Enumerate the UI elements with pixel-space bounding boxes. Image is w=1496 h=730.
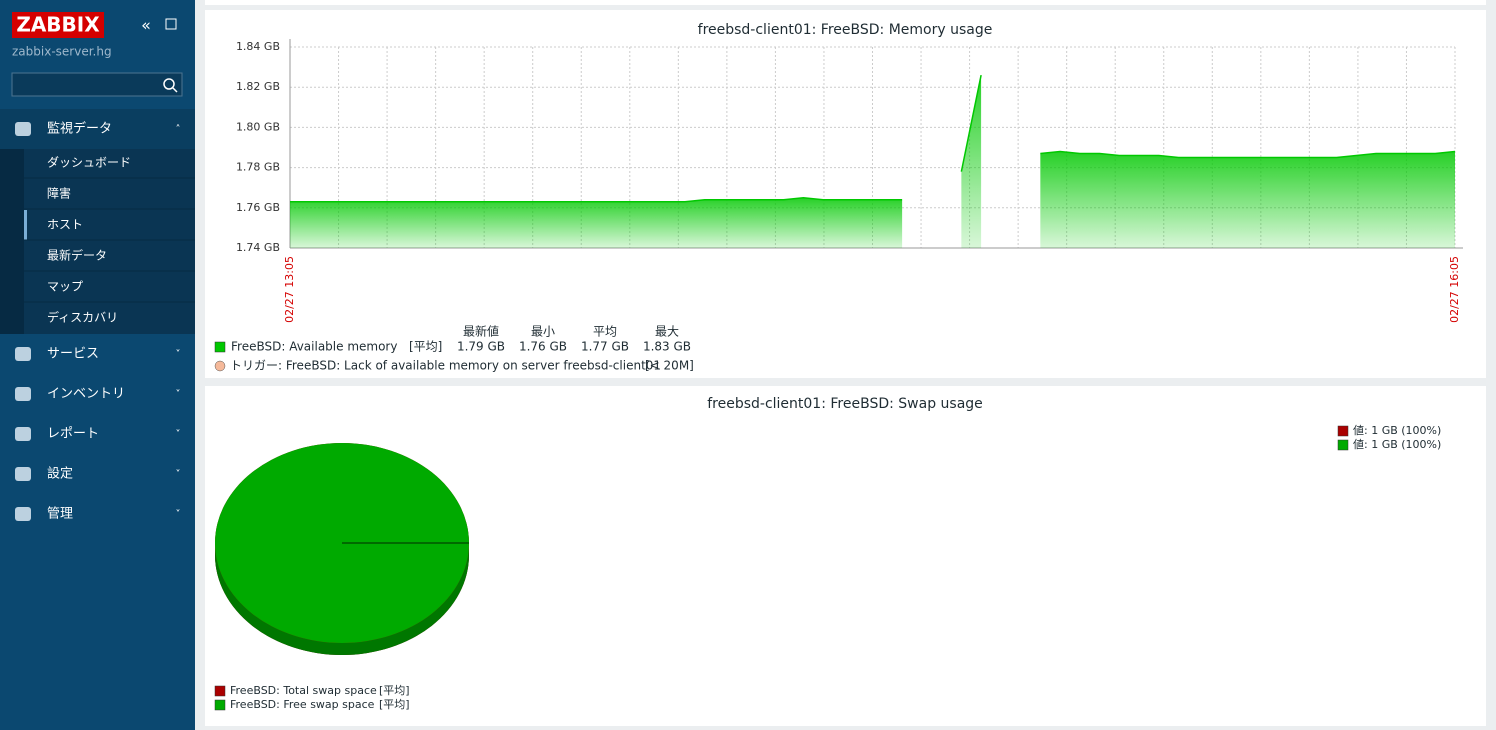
x-tick-label: 02/27 16:05 — [1448, 256, 1461, 323]
legend-swatch — [214, 699, 226, 711]
trigger-threshold: [< 20M] — [645, 359, 694, 373]
menu-item[interactable]: レポート — [47, 427, 99, 442]
search-icon — [172, 87, 178, 93]
area — [1040, 151, 1455, 248]
legend-func: [平均] — [409, 340, 442, 354]
menu-item[interactable]: 管理 — [47, 507, 73, 522]
y-tick-label: 1.84 GB — [236, 40, 280, 53]
menu-active-bg — [0, 109, 195, 149]
legend-name: FreeBSD: Available memory — [231, 340, 397, 354]
y-tick-label: 1.76 GB — [236, 201, 280, 214]
menu-icon — [15, 387, 31, 401]
search-icon — [163, 78, 175, 90]
y-tick-label: 1.74 GB — [236, 241, 280, 254]
y-tick-label: 1.78 GB — [236, 161, 280, 174]
area-line — [1040, 150, 1456, 159]
value-label: 値: 1 GB (100%) — [1353, 438, 1441, 451]
value-label: 値: 1 GB (100%) — [1353, 424, 1441, 437]
legend-stat: 1.79 GB — [457, 340, 505, 354]
sidebar: ZABBIX « zabbix-server.hg 監視データ ˄ ダッシュボード障害ホス… — [0, 0, 195, 730]
menu-icon — [15, 347, 31, 361]
submenu-item[interactable]: マップ — [47, 280, 83, 294]
submenu-item[interactable]: 最新データ — [47, 248, 107, 263]
menu-arrow: ˅ — [176, 428, 181, 440]
legend-stat: 1.76 GB — [519, 340, 567, 354]
menu-item[interactable]: インベントリ — [47, 387, 125, 402]
logo: ZABBIX — [16, 13, 100, 37]
stat-header: 最大 — [655, 325, 679, 339]
menu-item[interactable]: 設定 — [47, 466, 73, 482]
stat-header: 平均 — [593, 325, 617, 339]
submenu-bg — [0, 149, 195, 334]
menu-arrow: ˅ — [176, 348, 181, 360]
legend-swatch — [214, 685, 226, 697]
value-swatch — [1337, 439, 1349, 451]
search-box[interactable] — [11, 72, 183, 97]
legend-stat: 1.83 GB — [643, 340, 691, 354]
area — [290, 197, 903, 248]
menu-item[interactable]: 監視データ — [47, 121, 112, 137]
menu-arrow: ˄ — [176, 123, 181, 135]
legend-func: [平均] — [379, 684, 410, 697]
chart-title: freebsd-client01: FreeBSD: Swap usage — [707, 396, 983, 412]
collapse-icon[interactable]: « — [141, 16, 151, 35]
x-tick-label: 02/27 13:05 — [283, 256, 296, 323]
menu-icon — [15, 122, 31, 136]
logo-box — [12, 12, 104, 38]
active-marker — [24, 210, 27, 240]
legend-name: FreeBSD: Total swap space — [230, 684, 377, 697]
main: freebsd-client01: FreeBSD: Memory usage 1… — [205, 0, 1486, 726]
area-line — [960, 74, 982, 172]
menu-icon — [15, 507, 31, 521]
chart-title: freebsd-client01: FreeBSD: Memory usage — [698, 22, 993, 38]
submenu-item[interactable]: ホスト — [47, 218, 83, 232]
submenu-item[interactable]: ディスカバリ — [47, 310, 118, 325]
area — [961, 75, 982, 248]
y-tick-label: 1.82 GB — [236, 80, 280, 93]
trigger-swatch — [214, 360, 226, 372]
legend-swatch — [214, 341, 226, 353]
menu-arrow: ˅ — [176, 508, 181, 520]
stat-header: 最小 — [531, 325, 555, 339]
y-tick-label: 1.80 GB — [236, 120, 280, 133]
menu-icon — [15, 427, 31, 441]
server-name: zabbix-server.hg — [12, 45, 112, 59]
legend-name: FreeBSD: Free swap space — [230, 698, 375, 711]
menu-arrow: ˅ — [176, 388, 181, 400]
value-swatch — [1337, 425, 1349, 437]
stat-header: 最新値 — [463, 324, 499, 339]
legend-stat: 1.77 GB — [581, 340, 629, 354]
menu-item[interactable]: サービス — [47, 347, 99, 362]
kiosk-icon[interactable] — [165, 18, 177, 30]
submenu-item[interactable]: ダッシュボード — [47, 155, 131, 170]
trigger-name: トリガー: FreeBSD: Lack of available memory … — [230, 359, 661, 373]
top-strip — [205, 0, 1486, 5]
menu-icon — [15, 467, 31, 481]
legend-func: [平均] — [379, 698, 410, 711]
area-line — [290, 196, 903, 203]
menu-arrow: ˅ — [176, 468, 181, 480]
submenu-edge — [0, 149, 24, 334]
submenu-item[interactable]: 障害 — [47, 186, 71, 201]
